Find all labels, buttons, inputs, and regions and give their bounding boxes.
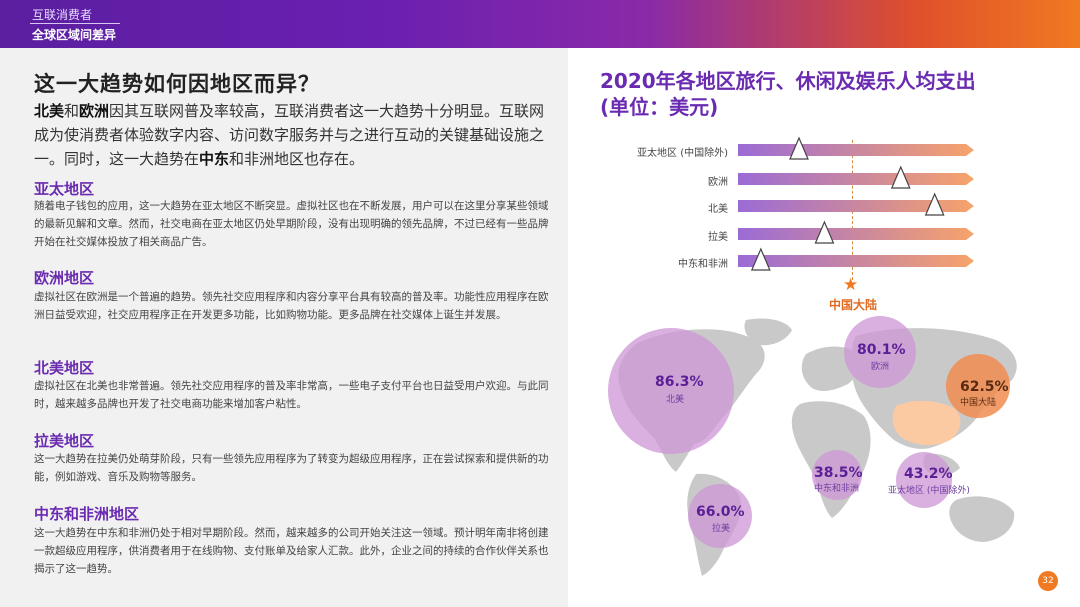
bubble-name: 北美 xyxy=(666,395,685,405)
intro-na: 北美 xyxy=(34,102,65,120)
header-subtitle: 全球区域间差异 xyxy=(32,28,117,42)
bubble-name: 亚太地区 (中国除外) xyxy=(888,486,970,496)
header-banner: 互联消费者 全球区域间差异 xyxy=(0,0,1080,48)
bubble-name: 欧洲 xyxy=(871,362,890,372)
bar-label: 欧洲 xyxy=(708,177,728,188)
bar-body xyxy=(738,144,974,156)
bubble-name: 拉美 xyxy=(712,524,731,534)
intro-text-1: 因其互联网普及率较高，互联消费者这一大趋势十分明显。互联网成为使消费者体验数字内… xyxy=(34,102,545,168)
section-text-apac: 随着电子钱包的应用，这一大趋势在亚太地区不断突显。虚拟社区也在不断发展，用户可以… xyxy=(34,200,549,248)
bar-shape xyxy=(738,165,974,189)
section-text-europe: 虚拟社区在欧洲是一个普遍的趋势。领先社交应用程序和内容分享平台具有较高的普及率。… xyxy=(34,291,549,321)
section-heading-europe: 欧洲地区 xyxy=(34,269,95,287)
bar-label: 北美 xyxy=(708,204,728,215)
bar-label: 拉美 xyxy=(708,232,728,243)
bubble-china: 62.5% 中国大陆 xyxy=(946,354,1010,418)
bubble-latam: 66.0% 拉美 xyxy=(688,484,752,548)
left-panel: 这一大趋势如何因地区而异？ 北美和欧洲因其互联网普及率较高，互联消费者这一大趋势… xyxy=(0,48,568,607)
page-number: 32 xyxy=(1038,571,1058,591)
bubble-north-america: 86.3% 北美 xyxy=(608,328,734,454)
bar xyxy=(738,165,974,189)
bubble-value: 43.2% xyxy=(904,466,953,482)
bar-marker xyxy=(789,136,809,160)
section-heading-apac: 亚太地区 xyxy=(34,180,95,198)
continent-australia xyxy=(949,496,1015,542)
bubble-value: 38.5% xyxy=(814,465,863,481)
bubble-europe: 80.1% 欧洲 xyxy=(844,316,916,388)
bar-marker xyxy=(924,192,945,216)
bubble-value: 62.5% xyxy=(960,379,1009,395)
page-title: 这一大趋势如何因地区而异？ xyxy=(34,72,320,96)
chart-title: 2020年各地区旅行、休闲及娱乐人均支出 (单位：美元) xyxy=(600,68,1050,120)
china-star-label: 中国大陆 xyxy=(829,298,878,312)
bar-shape xyxy=(738,192,974,216)
intro-paragraph: 北美和欧洲因其互联网普及率较高，互联消费者这一大趋势十分明显。互联网成为使消费者… xyxy=(34,99,559,171)
bar xyxy=(738,247,974,271)
bubble-mea: 38.5% 中东和非洲 xyxy=(812,450,863,500)
intro-me: 中东 xyxy=(199,150,230,168)
bar-body xyxy=(738,200,974,212)
intro-and: 和 xyxy=(64,102,80,120)
bar-shape xyxy=(738,136,974,160)
section-heading-mea: 中东和非洲地区 xyxy=(34,505,140,523)
bubble-name: 中国大陆 xyxy=(960,398,997,408)
continent-greenland xyxy=(744,318,792,346)
bar-body xyxy=(738,255,974,267)
header-section: 互联消费者 xyxy=(32,8,93,22)
china-highlight xyxy=(892,400,961,446)
section-text-north-america: 虚拟社区在北美也非常普遍。领先社交应用程序的普及率非常高，一些电子支付平台也日益… xyxy=(34,380,549,410)
bar-shape xyxy=(738,247,974,271)
bar-marker xyxy=(814,220,835,244)
intro-eu: 欧洲 xyxy=(79,102,110,120)
bubble-name: 中东和非洲 xyxy=(814,484,860,494)
intro-text-2: 和非洲地区也存在。 xyxy=(229,150,365,168)
bar xyxy=(738,136,974,160)
bar-marker xyxy=(890,165,911,189)
chart-title-line1: 2020年各地区旅行、休闲及娱乐人均支出 xyxy=(600,69,976,93)
section-text-mea: 这一大趋势在中东和非洲仍处于相对早期阶段。然而，越来越多的公司开始关注这一领域。… xyxy=(34,527,549,575)
header-rule xyxy=(30,23,120,24)
section-heading-latam: 拉美地区 xyxy=(34,432,95,450)
bubble-value: 66.0% xyxy=(696,504,745,520)
section-heading-north-america: 北美地区 xyxy=(34,359,95,377)
bubble-apac: 43.2% 亚太地区 (中国除外) xyxy=(888,452,970,508)
bar xyxy=(738,192,974,216)
bar-label: 中东和非洲 xyxy=(678,259,728,270)
bar-marker xyxy=(750,247,771,271)
chart-title-line2: (单位：美元) xyxy=(600,95,719,119)
bar-shape xyxy=(738,220,974,244)
bar-body xyxy=(738,228,974,240)
section-text-latam: 这一大趋势在拉美仍处萌芽阶段，只有一些领先应用程序为了转变为超级应用程序，正在尝… xyxy=(34,453,549,483)
china-star-icon: ★ xyxy=(843,275,859,295)
bar-label: 亚太地区 (中国除外) xyxy=(637,148,728,159)
bar xyxy=(738,220,974,244)
bar-body xyxy=(738,173,974,185)
bubble-value: 80.1% xyxy=(857,342,906,358)
bubble-value: 86.3% xyxy=(655,374,704,390)
